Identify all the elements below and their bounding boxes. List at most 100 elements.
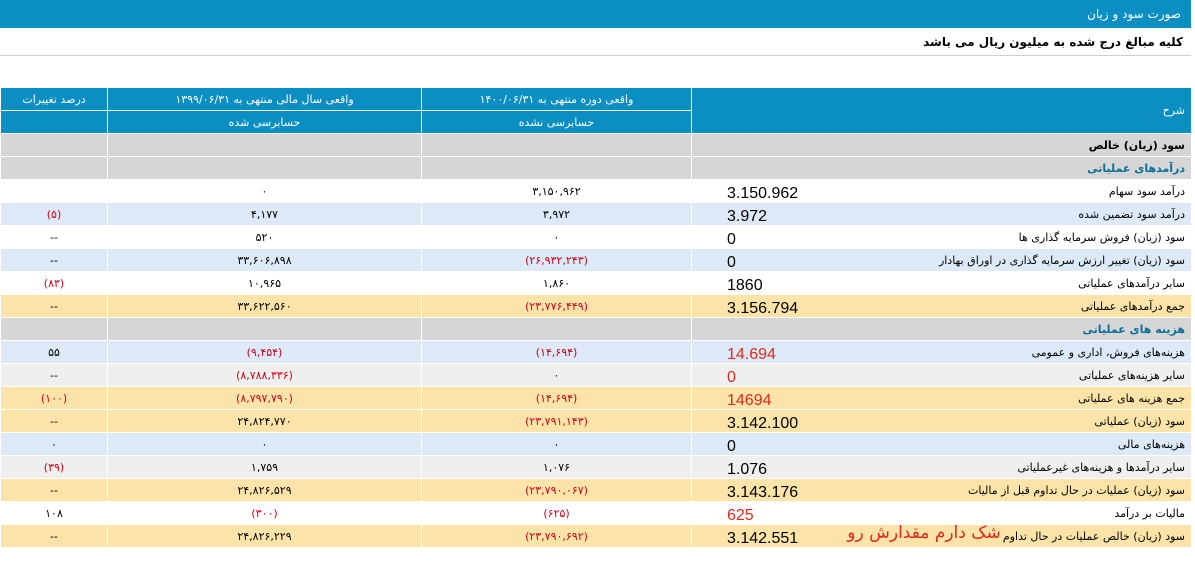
handwritten-value: 625 bbox=[727, 506, 754, 524]
cell-current-value bbox=[421, 156, 692, 180]
row-label: سود (زیان) تغییر ارزش سرمایه گذاری در او… bbox=[938, 253, 1185, 267]
handwritten-value: 3.150.962 bbox=[727, 184, 799, 202]
row-label: سود (زیان) فروش سرمایه گذاری ها bbox=[1018, 230, 1185, 244]
cell-pct-change bbox=[0, 133, 108, 157]
cell-description: سایر درآمدها و هزینه‌های غیرعملیاتی 1.076 bbox=[691, 455, 1192, 479]
cell-current-value: (۲۶,۹۳۲,۲۴۳) bbox=[421, 248, 692, 272]
cell-pct-change: -- bbox=[0, 225, 108, 249]
cell-prior-value: ۱۰,۹۶۵ bbox=[107, 271, 422, 295]
cell-description: درآمد سود سهام 3.150.962 bbox=[691, 179, 1192, 203]
table-row: هزینه های عملیاتی bbox=[0, 317, 1192, 341]
cell-description: جمع درآمدهای عملیاتی 3.156.794 bbox=[691, 294, 1192, 318]
cell-pct-change bbox=[0, 179, 108, 203]
cell-current-value: (۶۲۵) bbox=[421, 501, 692, 525]
cell-prior-value: ۰ bbox=[107, 179, 422, 203]
cell-pct-change bbox=[0, 317, 108, 341]
handwritten-value: 1.076 bbox=[727, 460, 768, 478]
cell-description: سود (زیان) خالص عملیات در حال تداوم 3.142… bbox=[691, 524, 1192, 548]
cell-current-value: (۲۳,۷۹۰,۰۶۷) bbox=[421, 478, 692, 502]
cell-description: هزینه‌های فروش، اداری و عمومی 14.694 bbox=[691, 340, 1192, 364]
cell-current-value: (۲۳,۷۹۰,۶۹۲) bbox=[421, 524, 692, 548]
row-label: درآمد سود سهام bbox=[1108, 184, 1185, 198]
row-label: مالیات بر درآمد bbox=[1114, 506, 1185, 520]
cell-pct-change: (۸۳) bbox=[0, 271, 108, 295]
cell-prior-value bbox=[107, 133, 422, 157]
cell-prior-value: ۵۲۰ bbox=[107, 225, 422, 249]
cell-current-value: (۱۴,۶۹۴) bbox=[421, 386, 692, 410]
cell-pct-change: -- bbox=[0, 409, 108, 433]
cell-pct-change: -- bbox=[0, 248, 108, 272]
cell-prior-value: ۲۴,۸۲۶,۲۲۹ bbox=[107, 524, 422, 548]
table-row: -- ۲۴,۸۲۶,۲۲۹ (۲۳,۷۹۰,۶۹۲) سود (زیان) خالص … bbox=[0, 524, 1192, 548]
cell-prior-value: (۳۰۰) bbox=[107, 501, 422, 525]
handwritten-value: 0 bbox=[727, 368, 736, 386]
cell-prior-value: ۴,۱۷۷ bbox=[107, 202, 422, 226]
cell-pct-change: -- bbox=[0, 363, 108, 387]
cell-prior-value: ۲۴,۸۲۴,۷۷۰ bbox=[107, 409, 422, 433]
cell-description: درآمد سود تضمین شده 3.972 bbox=[691, 202, 1192, 226]
cell-current-value: ۰ bbox=[421, 363, 692, 387]
cell-current-value: (۲۳,۷۹۱,۱۴۳) bbox=[421, 409, 692, 433]
statement-rows: سود (زیان) خالص درآمدهای عملیاتی ۰ ۳,۱۵۰,۹۶… bbox=[0, 133, 1192, 548]
cell-prior-value: ۰ bbox=[107, 432, 422, 456]
cell-prior-value: ۲۴,۸۲۶,۵۲۹ bbox=[107, 478, 422, 502]
cell-prior-value bbox=[107, 317, 422, 341]
cell-prior-value: (۸,۷۸۸,۳۳۶) bbox=[107, 363, 422, 387]
table-row: (۱۰۰) (۸,۷۹۷,۷۹۰) (۱۴,۶۹۴) جمع هزینه های عم… bbox=[0, 386, 1192, 410]
handwritten-value: 3.156.794 bbox=[727, 299, 799, 317]
cell-prior-value: (۹,۴۵۴) bbox=[107, 340, 422, 364]
handwritten-value: 0 bbox=[727, 437, 736, 455]
table-row: ۱۰۸ (۳۰۰) (۶۲۵) مالیات بر درآمد 625 bbox=[0, 501, 1192, 525]
table-row: -- ۳۳,۶۰۶,۸۹۸ (۲۶,۹۳۲,۲۴۳) سود (زیان) تغییر… bbox=[0, 248, 1192, 272]
row-label: هزینه‌های فروش، اداری و عمومی bbox=[1031, 345, 1185, 359]
cell-pct-change: ۱۰۸ bbox=[0, 501, 108, 525]
handwritten-value: 3.142.551 bbox=[727, 529, 799, 547]
cell-description: هزینه های عملیاتی bbox=[691, 317, 1192, 341]
table-row: (۳۹) ۱,۷۵۹ ۱,۰۷۶ سایر درآمدها و هزینه‌های غ… bbox=[0, 455, 1192, 479]
row-label: هزینه‌های مالی bbox=[1117, 437, 1185, 451]
cell-current-value: ۱,۰۷۶ bbox=[421, 455, 692, 479]
table-row: -- ۲۴,۸۲۴,۷۷۰ (۲۳,۷۹۱,۱۴۳) سود (زیان) عملیا… bbox=[0, 409, 1192, 433]
cell-current-value bbox=[421, 317, 692, 341]
cell-pct-change: (۱۰۰) bbox=[0, 386, 108, 410]
table-row: (۸۳) ۱۰,۹۶۵ ۱,۸۶۰ سایر درآمدهای عملیاتی 1860 bbox=[0, 271, 1192, 295]
cell-current-value: ۰ bbox=[421, 432, 692, 456]
cell-description: سود (زیان) تغییر ارزش سرمایه گذاری در او… bbox=[691, 248, 1192, 272]
cell-current-value: ۳,۱۵۰,۹۶۲ bbox=[421, 179, 692, 203]
cell-description: هزینه‌های مالی 0 bbox=[691, 432, 1192, 456]
cell-current-value: ۳,۹۷۲ bbox=[421, 202, 692, 226]
row-label: سود (زیان) عملیات در حال تداوم قبل از ما… bbox=[967, 483, 1185, 497]
cell-prior-value: ۳۳,۶۰۶,۸۹۸ bbox=[107, 248, 422, 272]
cell-pct-change: -- bbox=[0, 294, 108, 318]
handwritten-value: 14.694 bbox=[727, 345, 776, 363]
cell-current-value: ۱,۸۶۰ bbox=[421, 271, 692, 295]
handwritten-annotation: شک دارم مقدارش رو bbox=[847, 523, 1001, 543]
table-row: ۵۵ (۹,۴۵۴) (۱۴,۶۹۴) هزینه‌های فروش، اداری و… bbox=[0, 340, 1192, 364]
cell-pct-change: -- bbox=[0, 524, 108, 548]
row-label: سود (زیان) عملیاتی bbox=[1094, 414, 1185, 428]
cell-description: جمع هزینه های عملیاتی 14694 bbox=[691, 386, 1192, 410]
cell-description: سود (زیان) خالص bbox=[691, 133, 1192, 157]
cell-pct-change: -- bbox=[0, 478, 108, 502]
cell-pct-change: (۳۹) bbox=[0, 455, 108, 479]
col-header-prior-year: واقعی سال مالی منتهی به ۱۳۹۹/۰۶/۳۱ bbox=[107, 87, 422, 111]
statement-title-bar: صورت سود و زیان bbox=[0, 0, 1191, 28]
cell-pct-change: ۵۵ bbox=[0, 340, 108, 364]
row-label: جمع هزینه های عملیاتی bbox=[1078, 391, 1185, 405]
handwritten-value: 3.142.100 bbox=[727, 414, 799, 432]
cell-description: مالیات بر درآمد 625 bbox=[691, 501, 1192, 525]
col-subheader-current-audit: حسابرسی نشده bbox=[421, 110, 692, 134]
cell-description: سود (زیان) فروش سرمایه گذاری ها 0 bbox=[691, 225, 1192, 249]
handwritten-value: 1860 bbox=[727, 276, 763, 294]
handwritten-value: 14694 bbox=[727, 391, 772, 409]
row-label: جمع درآمدهای عملیاتی bbox=[1080, 299, 1185, 313]
handwritten-value: 0 bbox=[727, 230, 736, 248]
table-row: -- ۲۴,۸۲۶,۵۲۹ (۲۳,۷۹۰,۰۶۷) سود (زیان) عملیا… bbox=[0, 478, 1192, 502]
row-label: هزینه های عملیاتی bbox=[1082, 322, 1185, 336]
table-row: سود (زیان) خالص bbox=[0, 133, 1192, 157]
row-label: درآمد سود تضمین شده bbox=[1078, 207, 1185, 221]
cell-pct-change: ۰ bbox=[0, 432, 108, 456]
table-row: -- ۵۲۰ ۰ سود (زیان) فروش سرمایه گذاری ها 0 bbox=[0, 225, 1192, 249]
cell-prior-value: ۱,۷۵۹ bbox=[107, 455, 422, 479]
col-header-current-period: واقعی دوره منتهی به ۱۴۰۰/۰۶/۳۱ bbox=[421, 87, 692, 111]
